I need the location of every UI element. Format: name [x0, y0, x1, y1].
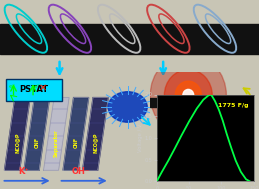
- Text: e⁻: e⁻: [34, 84, 41, 89]
- Text: OH⁻: OH⁻: [72, 167, 90, 176]
- Polygon shape: [63, 98, 89, 170]
- Text: CNF: CNF: [73, 137, 78, 148]
- Text: Separator: Separator: [54, 129, 59, 157]
- Text: NCO@P: NCO@P: [15, 132, 20, 153]
- Polygon shape: [24, 98, 49, 170]
- Y-axis label: Voltage / V: Voltage / V: [138, 124, 143, 152]
- Bar: [150, 98, 228, 107]
- Bar: [0, 24, 259, 54]
- FancyBboxPatch shape: [6, 79, 62, 101]
- Text: e⁻: e⁻: [8, 84, 15, 89]
- Circle shape: [164, 70, 212, 121]
- Polygon shape: [44, 98, 69, 170]
- Circle shape: [108, 92, 147, 122]
- Text: 1775 F/g: 1775 F/g: [218, 103, 249, 108]
- Circle shape: [175, 81, 201, 109]
- Polygon shape: [83, 98, 108, 170]
- Text: PSTAT: PSTAT: [19, 85, 48, 94]
- Text: NCO@P: NCO@P: [93, 132, 98, 153]
- Text: ✕: ✕: [39, 83, 47, 93]
- Text: K⁺: K⁺: [19, 167, 30, 176]
- Circle shape: [183, 89, 194, 101]
- Text: CNF: CNF: [34, 137, 39, 148]
- Circle shape: [150, 54, 226, 136]
- Polygon shape: [4, 98, 30, 170]
